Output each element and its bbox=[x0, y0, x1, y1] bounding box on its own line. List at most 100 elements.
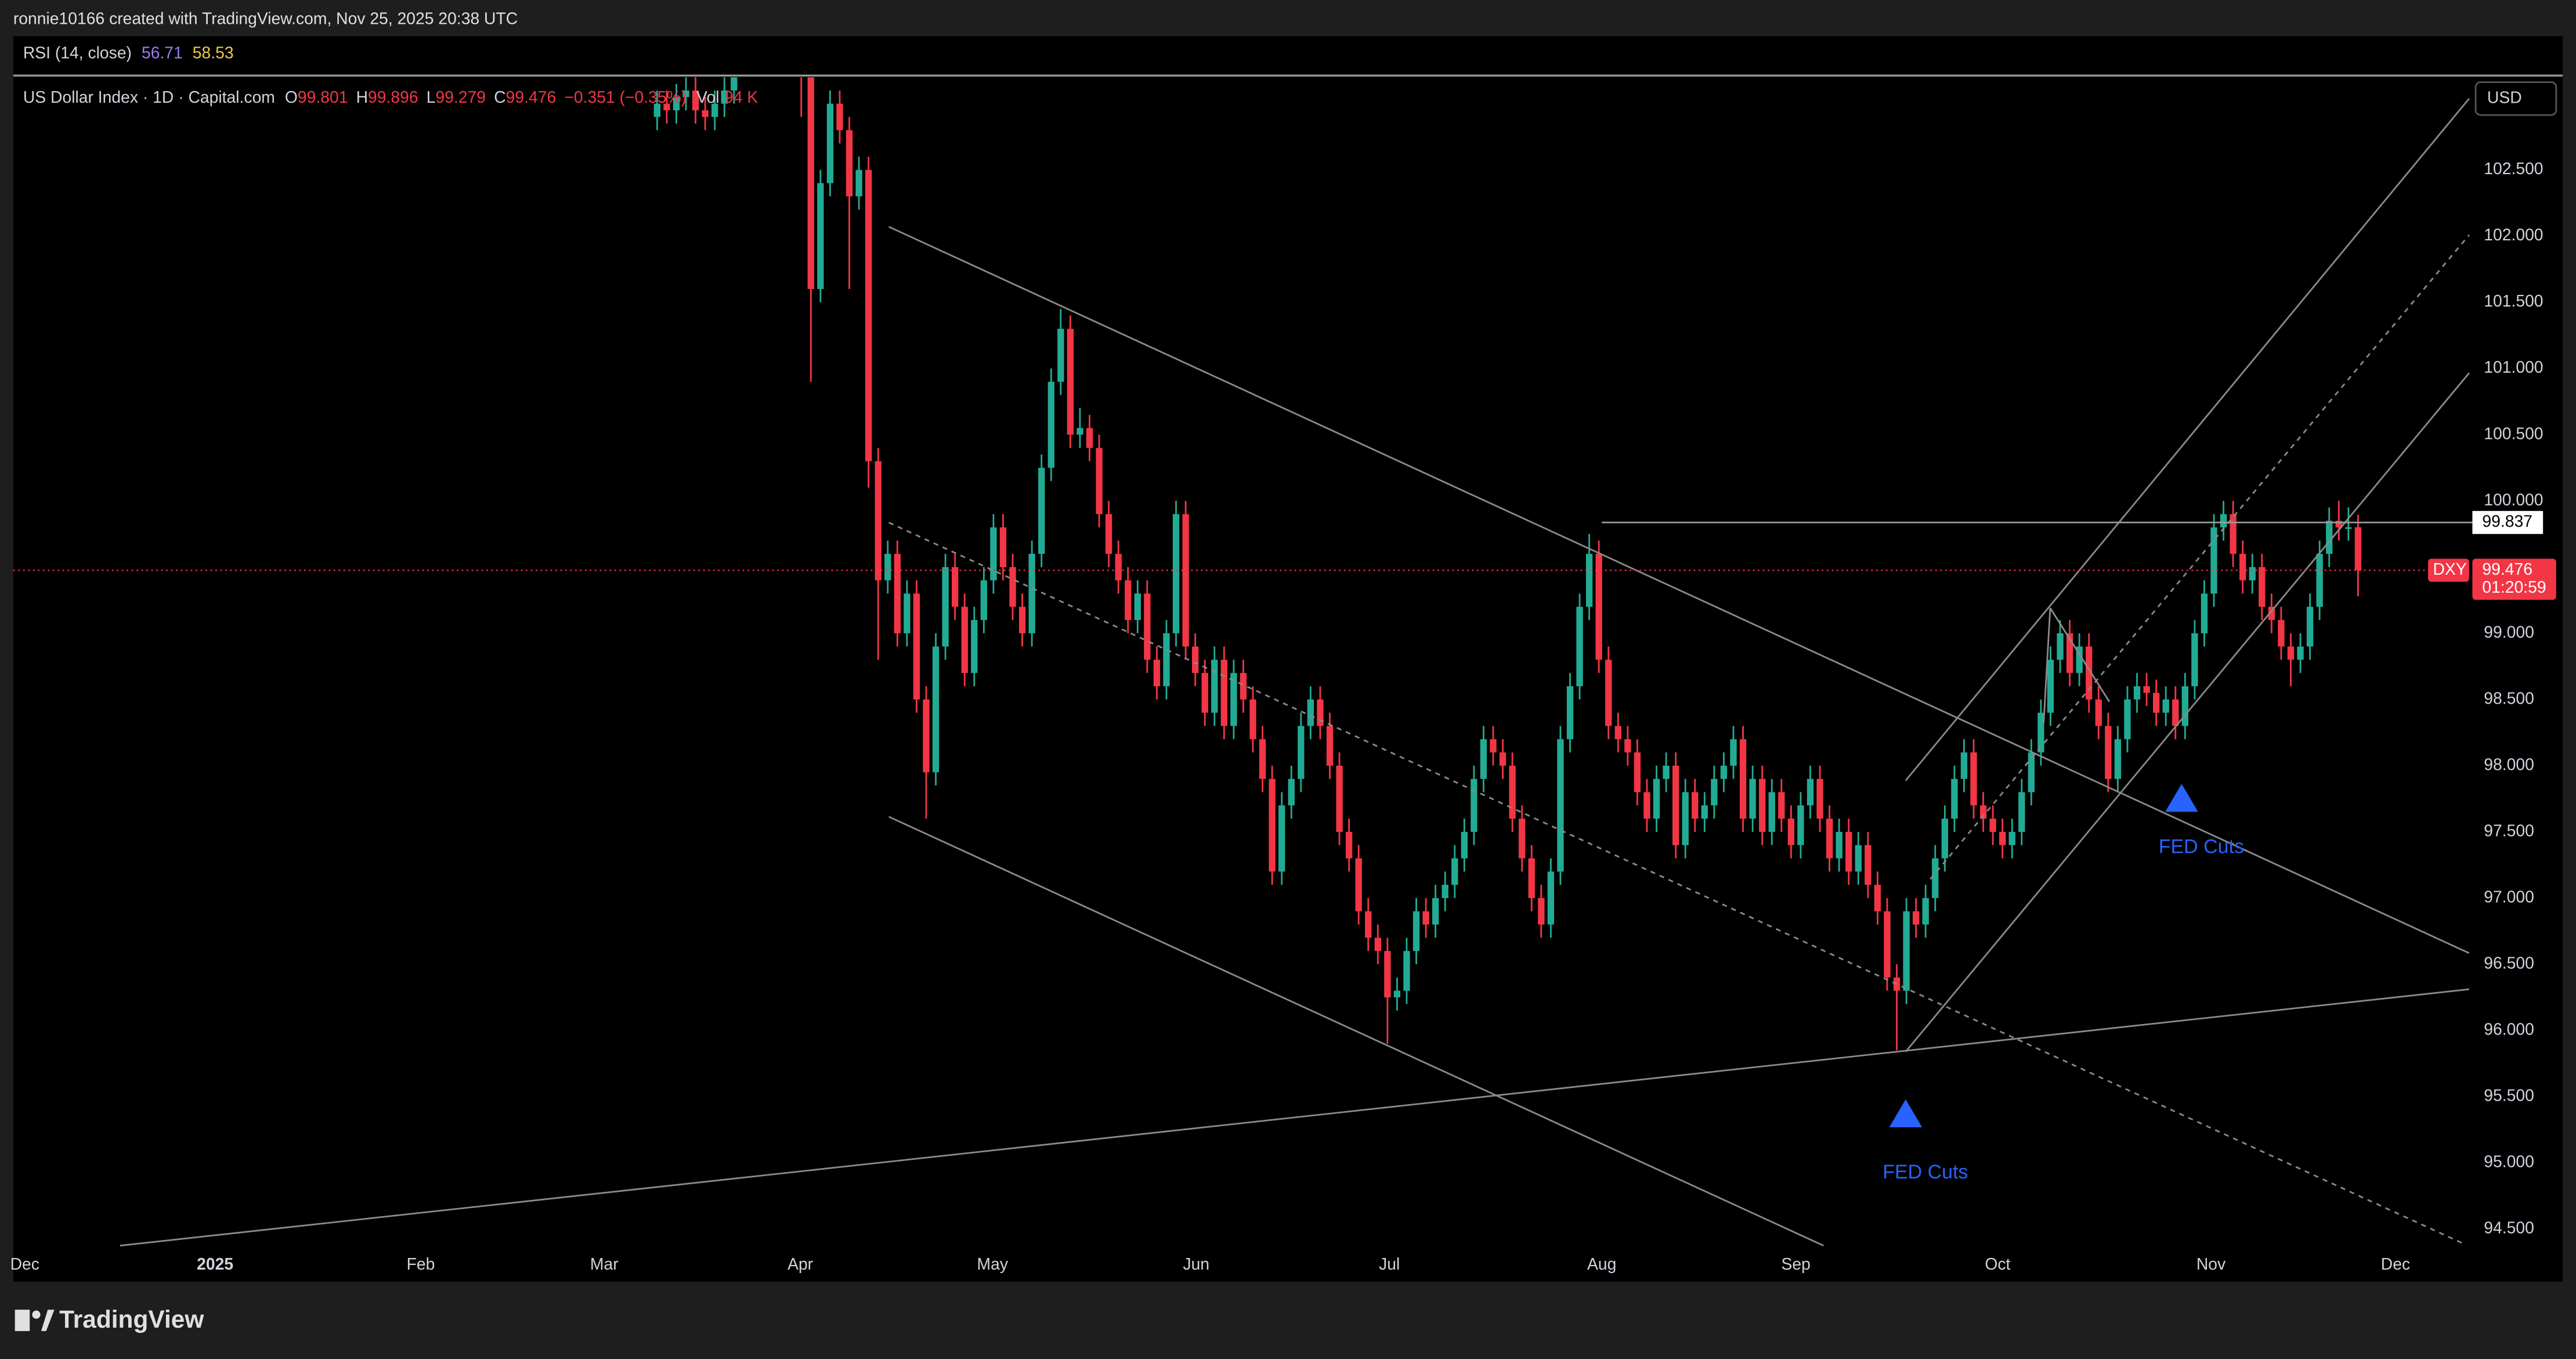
candle-body bbox=[1172, 514, 1180, 633]
candle-body bbox=[1018, 607, 1026, 633]
candle-body bbox=[942, 567, 949, 647]
candle-body bbox=[826, 103, 834, 183]
currency[interactable]: USD bbox=[2487, 88, 2522, 106]
y-tick-label: 97.000 bbox=[2484, 887, 2534, 906]
x-tick-label: Sep bbox=[1781, 1255, 1810, 1273]
candle-body bbox=[1787, 819, 1795, 845]
x-tick-label: Aug bbox=[1587, 1255, 1616, 1273]
candle-body bbox=[1009, 567, 1016, 607]
candle-body bbox=[2066, 633, 2073, 673]
chart-area bbox=[13, 36, 2563, 1282]
trend-line bbox=[1930, 234, 2470, 880]
candle-body bbox=[663, 103, 670, 111]
candle-body bbox=[2335, 521, 2342, 528]
candle-body bbox=[1144, 593, 1151, 660]
candle-body bbox=[1028, 554, 1035, 633]
ohlc-label: L bbox=[427, 88, 436, 106]
candle-body bbox=[2095, 699, 2102, 726]
candle-body bbox=[807, 77, 814, 289]
candle-body bbox=[2133, 686, 2141, 700]
candle-body bbox=[1547, 871, 1555, 925]
candle-body bbox=[2268, 607, 2275, 621]
candle-body bbox=[1566, 686, 1574, 740]
y-tick-label: 96.500 bbox=[2484, 953, 2534, 972]
candle-body bbox=[2220, 514, 2227, 528]
candle-body bbox=[1519, 819, 1526, 859]
candle-body bbox=[1826, 819, 1833, 859]
candle-body bbox=[692, 90, 699, 111]
candle-body bbox=[1076, 428, 1083, 435]
candle-body bbox=[1278, 805, 1285, 872]
candle-body bbox=[1595, 554, 1602, 660]
x-tick-label: Jul bbox=[1379, 1255, 1400, 1273]
ohlc-label: O bbox=[285, 88, 298, 106]
x-tick-label: May bbox=[977, 1255, 1009, 1273]
last-price-box bbox=[2472, 558, 2556, 600]
candle-body bbox=[1125, 580, 1132, 621]
candle-body bbox=[1759, 778, 1766, 832]
candle-body bbox=[1672, 765, 1679, 845]
candle-body bbox=[1624, 739, 1631, 753]
ohlc-value: 99.476 bbox=[506, 88, 557, 106]
y-tick-label: 100.000 bbox=[2484, 490, 2543, 509]
candle-body bbox=[2326, 521, 2333, 554]
candle-body bbox=[1960, 752, 1968, 779]
brand: TradingView bbox=[15, 1306, 204, 1333]
candle-body bbox=[711, 103, 718, 117]
candle-body bbox=[1836, 831, 1842, 859]
candle-body bbox=[1461, 831, 1468, 859]
candle-body bbox=[1480, 739, 1487, 779]
indicator-value: 56.71 bbox=[142, 44, 183, 62]
y-tick-label: 101.500 bbox=[2484, 291, 2543, 310]
candle-body bbox=[1393, 990, 1401, 998]
drawings bbox=[120, 98, 2470, 1247]
candle-body bbox=[1922, 897, 1929, 925]
candle-body bbox=[2047, 659, 2054, 713]
candle-body bbox=[1192, 646, 1199, 673]
candle-body bbox=[1903, 911, 1910, 991]
candle-body bbox=[817, 183, 824, 289]
candle-body bbox=[2230, 514, 2237, 554]
candle-body bbox=[1768, 792, 1775, 832]
candle-body bbox=[1538, 897, 1545, 925]
candle-body bbox=[855, 170, 862, 197]
candle-body bbox=[1692, 792, 1699, 819]
last-price-label: 99.476 bbox=[2482, 560, 2532, 578]
trend-line bbox=[888, 226, 2470, 954]
candle-body bbox=[2162, 699, 2169, 713]
logo bbox=[15, 1310, 30, 1331]
candle-body bbox=[1403, 951, 1410, 991]
candle-body bbox=[1134, 593, 1141, 621]
header: ronnie10166 created with TradingView.com… bbox=[13, 9, 518, 27]
currency-box[interactable] bbox=[2474, 81, 2557, 116]
candle-body bbox=[1105, 514, 1112, 554]
candle-body bbox=[961, 607, 968, 673]
price-line-tag bbox=[2472, 511, 2544, 534]
candle-body bbox=[1509, 765, 1516, 819]
candle-body bbox=[894, 554, 901, 633]
candle-body bbox=[884, 554, 891, 581]
candle-body bbox=[1230, 673, 1237, 726]
ohlc-label: C bbox=[494, 88, 505, 106]
candle-body bbox=[1047, 381, 1054, 468]
y-tick-label: 95.500 bbox=[2484, 1086, 2534, 1105]
annotation: FED Cuts bbox=[1883, 1161, 1968, 1183]
candle-body bbox=[1807, 778, 1814, 806]
candle-body bbox=[846, 130, 853, 197]
y-tick-label: 98.000 bbox=[2484, 755, 2534, 773]
candle-body bbox=[1970, 752, 1977, 806]
candle-body bbox=[1979, 805, 1987, 819]
candle-body bbox=[1441, 885, 1448, 898]
candle-body bbox=[913, 593, 920, 700]
candle-body bbox=[731, 77, 738, 91]
candle-body bbox=[1499, 752, 1506, 766]
candle-body bbox=[2249, 567, 2256, 581]
candle-body bbox=[923, 699, 930, 773]
volume: 94 K bbox=[724, 88, 758, 106]
candle-body bbox=[1249, 699, 1256, 740]
candle-body bbox=[1653, 778, 1660, 819]
candle-body bbox=[1663, 765, 1670, 779]
y-tick-label: 99.000 bbox=[2484, 622, 2534, 641]
candle-body bbox=[2057, 633, 2064, 660]
